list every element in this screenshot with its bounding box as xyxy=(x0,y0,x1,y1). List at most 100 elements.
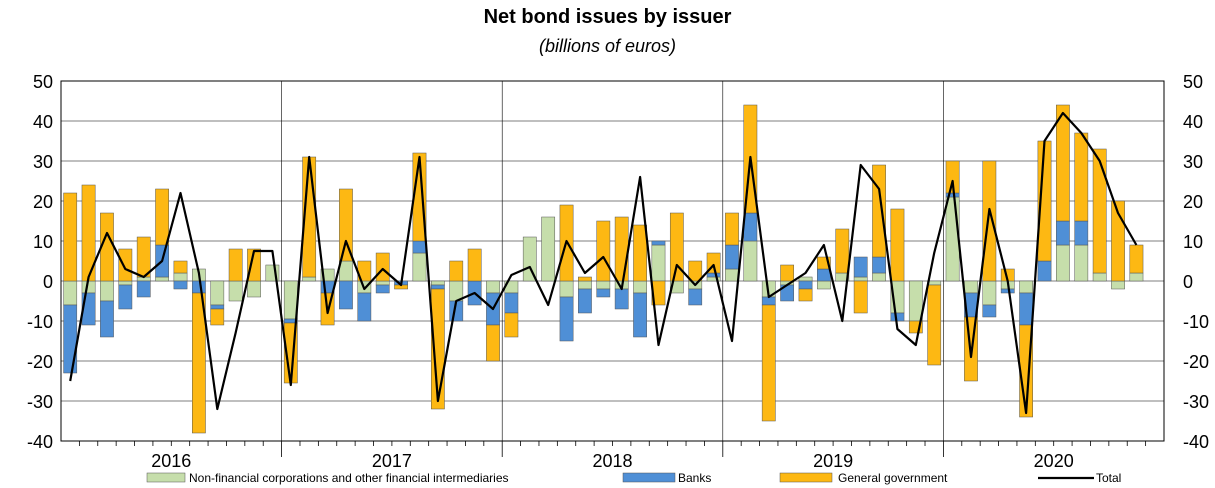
bar-govt xyxy=(945,160,960,194)
bar-govt xyxy=(504,312,519,338)
bar-govt xyxy=(210,308,225,326)
total-line xyxy=(69,111,1138,415)
legend-swatch-2 xyxy=(779,472,833,483)
bar-govt xyxy=(872,164,886,258)
bar-govt xyxy=(118,248,133,282)
bar-nfc xyxy=(1056,244,1070,282)
y-tick-label-left: 10 xyxy=(33,232,53,252)
bar-govt xyxy=(835,228,850,274)
legend-swatch-1 xyxy=(622,472,676,483)
bar-nfc xyxy=(945,196,960,282)
y-tick-label-right: -40 xyxy=(1183,432,1209,452)
bar-govt xyxy=(1056,104,1070,222)
bar-nfc xyxy=(633,280,647,294)
bar-banks xyxy=(614,288,629,310)
bar-govt xyxy=(136,236,151,278)
x-year-label: 2017 xyxy=(372,451,412,471)
y-tick-label-right: -20 xyxy=(1183,352,1209,372)
bar-nfc xyxy=(486,280,500,294)
bar-nfc xyxy=(982,280,997,306)
bar-govt xyxy=(1092,148,1107,274)
bar-banks xyxy=(853,256,868,278)
bar-banks xyxy=(1056,220,1070,246)
bar-banks xyxy=(118,284,133,310)
bar-govt xyxy=(614,216,629,282)
bar-govt xyxy=(853,280,868,314)
bar-govt xyxy=(780,264,795,282)
bar-banks xyxy=(412,240,427,254)
bar-govt xyxy=(982,160,997,282)
bar-govt xyxy=(1129,244,1144,274)
legend-swatch-0 xyxy=(146,472,186,483)
legend-label: Banks xyxy=(678,471,711,485)
bar-banks xyxy=(651,240,666,246)
bar-nfc xyxy=(210,280,225,306)
bar-banks xyxy=(578,288,592,314)
bar-nfc xyxy=(541,216,556,282)
bar-nfc xyxy=(247,280,261,298)
bar-nfc xyxy=(173,272,188,282)
bar-govt xyxy=(449,260,464,282)
y-tick-label-right: 50 xyxy=(1183,72,1203,92)
bar-banks xyxy=(798,280,813,290)
chart-subtitle: (billions of euros) xyxy=(538,36,677,56)
y-tick-label-left: -30 xyxy=(27,392,53,412)
bar-banks xyxy=(596,288,611,298)
bar-govt xyxy=(173,260,188,274)
legend-label: Total xyxy=(1096,471,1121,485)
bar-banks xyxy=(375,284,390,294)
bar-nfc xyxy=(559,280,574,298)
y-tick-label-left: 40 xyxy=(33,112,53,132)
bar-banks xyxy=(872,256,886,274)
bar-banks xyxy=(817,268,831,282)
bar-nfc xyxy=(725,268,739,282)
y-tick-label-right: 30 xyxy=(1183,152,1203,172)
bar-nfc xyxy=(522,236,537,282)
bar-banks xyxy=(192,280,206,294)
bar-nfc xyxy=(283,280,298,320)
bar-banks xyxy=(430,284,445,290)
bar-banks xyxy=(559,296,574,342)
legend-label: General government xyxy=(838,471,948,485)
bar-banks xyxy=(63,304,78,374)
y-tick-label-right: -10 xyxy=(1183,312,1209,332)
y-tick-label-left: 20 xyxy=(33,192,53,212)
bar-govt xyxy=(467,248,482,282)
bar-govt xyxy=(155,188,169,246)
bar-banks xyxy=(688,288,703,306)
bar-banks xyxy=(890,312,905,322)
chart-title: Net bond issues by issuer xyxy=(483,6,732,28)
y-tick-label-left: 0 xyxy=(43,272,53,292)
bar-govt xyxy=(63,192,78,282)
plot-frame xyxy=(60,80,1165,442)
bar-nfc xyxy=(596,280,611,290)
bar-banks xyxy=(504,292,519,314)
x-year-label: 2020 xyxy=(1034,451,1074,471)
bar-govt xyxy=(247,248,261,282)
bar-banks xyxy=(210,304,225,310)
bar-govt xyxy=(596,220,611,282)
bar-banks xyxy=(1037,260,1052,282)
bar-banks xyxy=(339,280,353,310)
bar-banks xyxy=(725,244,739,270)
bar-banks xyxy=(136,280,151,298)
y-tick-label-right: 0 xyxy=(1183,272,1193,292)
bar-nfc xyxy=(228,280,243,302)
bar-banks xyxy=(173,280,188,290)
bar-nfc xyxy=(1092,272,1107,282)
bar-govt xyxy=(725,212,739,246)
bar-govt xyxy=(192,292,206,434)
bar-nfc xyxy=(964,280,978,294)
bar-govt xyxy=(927,284,942,366)
bar-govt xyxy=(890,208,905,282)
bar-govt xyxy=(339,188,353,262)
bar-nfc xyxy=(412,252,427,282)
bar-govt xyxy=(633,224,647,282)
bar-govt xyxy=(486,324,500,362)
bar-nfc xyxy=(743,240,758,282)
bar-banks xyxy=(743,212,758,242)
bar-govt xyxy=(688,260,703,282)
y-tick-label-right: 40 xyxy=(1183,112,1203,132)
bar-banks xyxy=(706,272,721,278)
